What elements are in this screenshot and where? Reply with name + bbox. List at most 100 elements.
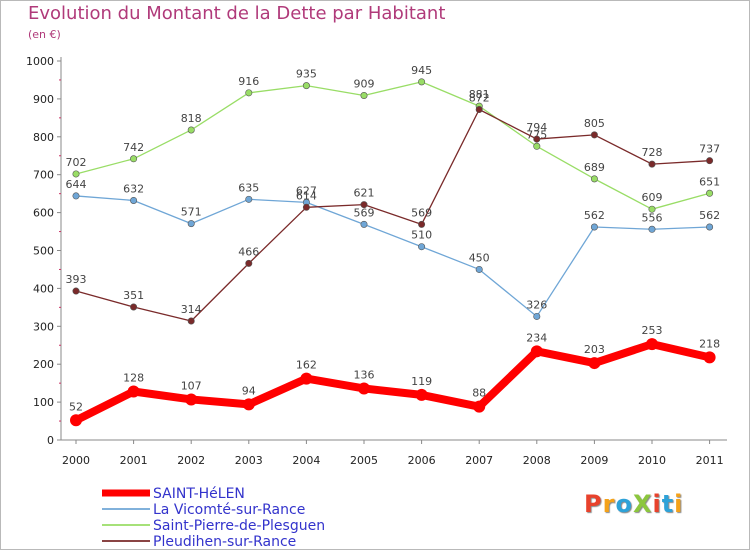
data-point: [360, 220, 368, 228]
data-point: [533, 312, 541, 320]
data-label: 52: [69, 400, 83, 413]
data-label: 326: [526, 298, 547, 311]
y-tick-label: 1000: [26, 55, 54, 68]
data-label: 632: [123, 182, 144, 195]
legend-label: Pleudihen-sur-Rance: [153, 534, 296, 550]
data-label: 562: [699, 209, 720, 222]
x-tick-label: 2003: [235, 454, 263, 467]
y-tick-label: 900: [33, 93, 54, 106]
proxiti-logo: ProXiti: [584, 490, 684, 518]
data-point: [648, 160, 656, 168]
data-label: 88: [472, 387, 486, 400]
y-tick-label: 100: [33, 396, 54, 409]
data-point: [590, 131, 598, 139]
legend-label: La Vicomté-sur-Rance: [153, 502, 305, 518]
x-tick-label: 2006: [408, 454, 436, 467]
data-point: [302, 82, 310, 90]
data-point: [187, 220, 195, 228]
data-label: 234: [526, 331, 547, 344]
x-tick-label: 2000: [62, 454, 90, 467]
y-tick-label: 700: [33, 169, 54, 182]
data-label: 128: [123, 371, 144, 384]
x-tick-label: 2002: [177, 454, 205, 467]
data-point: [418, 220, 426, 228]
series-line: [72, 340, 714, 425]
data-label: 203: [584, 343, 605, 356]
data-point: [187, 126, 195, 134]
data-label: 872: [469, 92, 490, 105]
data-point: [127, 385, 140, 398]
data-point: [533, 135, 541, 143]
data-point: [590, 175, 598, 183]
x-tick-label: 2001: [120, 454, 148, 467]
data-point: [72, 170, 80, 178]
data-point: [530, 345, 543, 358]
data-label: 651: [699, 175, 720, 188]
data-point: [706, 223, 714, 231]
series-line: [75, 81, 711, 210]
data-label: 314: [181, 303, 202, 316]
data-label: 119: [411, 375, 432, 388]
data-point: [706, 189, 714, 197]
data-label: 689: [584, 161, 605, 174]
data-label: 728: [642, 146, 663, 159]
x-tick-label: 2008: [523, 454, 551, 467]
x-tick-label: 2011: [696, 454, 724, 467]
data-point: [533, 142, 541, 150]
data-point: [475, 265, 483, 273]
y-tick-label: 800: [33, 131, 54, 144]
data-point: [415, 388, 428, 401]
x-tick-label: 2005: [350, 454, 378, 467]
data-label: 881: [469, 88, 490, 101]
data-label: 737: [699, 143, 720, 156]
series-line: [75, 108, 711, 322]
data-label: 775: [526, 128, 547, 141]
y-tick-label: 500: [33, 245, 54, 258]
data-label: 614: [296, 189, 317, 202]
data-point: [242, 398, 255, 411]
data-label: 635: [238, 181, 259, 194]
y-tick-label: 0: [47, 434, 54, 447]
y-tick-label: 400: [33, 282, 54, 295]
data-label: 909: [354, 77, 375, 90]
y-tick-label: 600: [33, 207, 54, 220]
x-tick-label: 2010: [638, 454, 666, 467]
data-point: [418, 243, 426, 251]
data-point: [187, 317, 195, 325]
data-point: [302, 203, 310, 211]
data-point: [245, 259, 253, 267]
data-point: [360, 91, 368, 99]
legend-label: Saint-Pierre-de-Plesguen: [153, 518, 325, 534]
data-label: 136: [354, 368, 375, 381]
data-label: 393: [66, 273, 87, 286]
data-point: [130, 303, 138, 311]
data-point: [646, 338, 658, 351]
data-label: 818: [181, 112, 202, 125]
data-point: [130, 196, 138, 204]
data-label: 935: [296, 68, 317, 81]
data-label: 702: [66, 156, 87, 169]
data-point: [72, 287, 80, 295]
data-label: 218: [699, 337, 720, 350]
data-label: 609: [642, 191, 663, 204]
data-label: 556: [642, 211, 663, 224]
data-point: [648, 205, 656, 213]
data-label: 742: [123, 141, 144, 154]
data-point: [475, 106, 483, 114]
y-tick-label: 200: [33, 358, 54, 371]
data-label: 351: [123, 289, 144, 302]
data-point: [703, 351, 716, 364]
data-label: 94: [242, 384, 256, 397]
data-point: [360, 201, 368, 209]
data-label: 510: [411, 229, 432, 242]
data-label: 107: [181, 379, 202, 392]
data-point: [473, 400, 486, 413]
data-label: 571: [181, 206, 202, 219]
data-point: [245, 195, 253, 203]
data-point: [185, 393, 198, 406]
data-point: [70, 414, 82, 427]
chart-title: Evolution du Montant de la Dette par Hab…: [28, 3, 446, 24]
data-label: 162: [296, 359, 317, 372]
